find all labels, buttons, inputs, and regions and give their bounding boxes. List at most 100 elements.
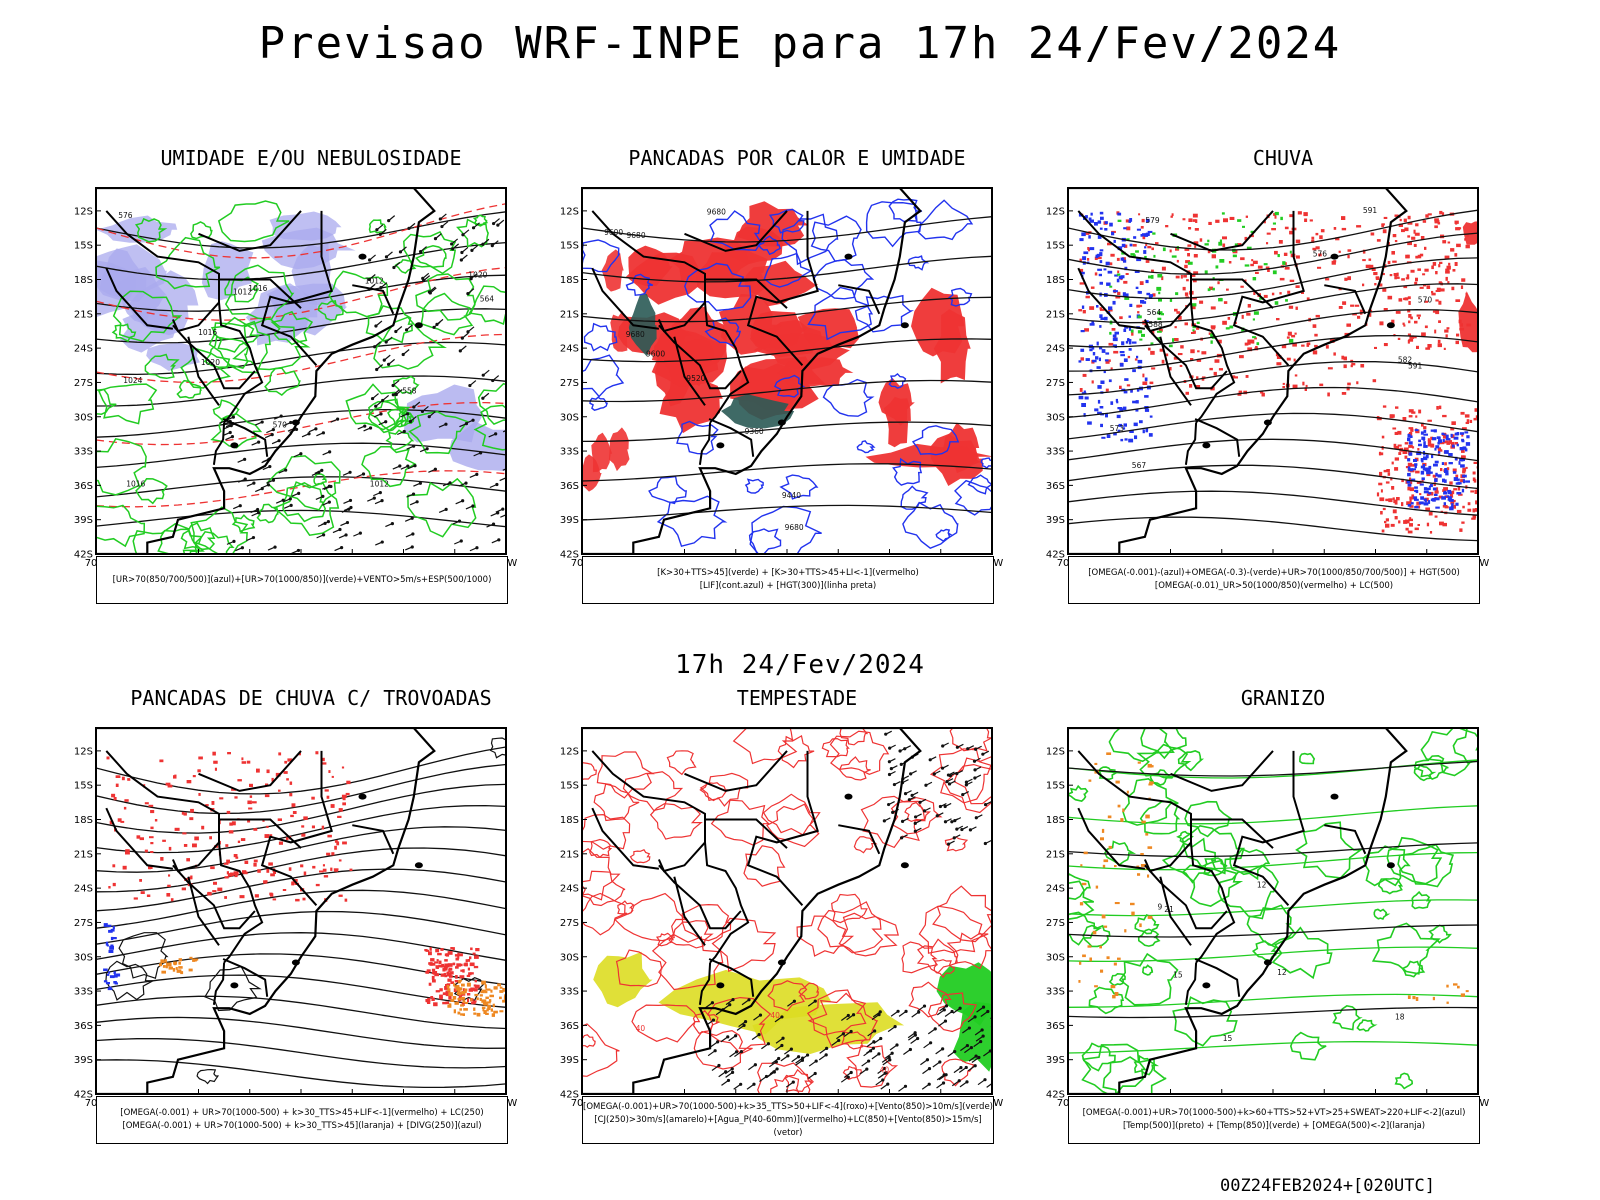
rain-pixel-blue <box>1099 314 1103 318</box>
humidity-contour <box>180 347 231 389</box>
rain-pixel <box>1111 328 1116 331</box>
rain-pixel-green <box>1234 243 1238 246</box>
storm-pixel <box>338 808 343 812</box>
temperature-850-contour <box>1394 1072 1414 1090</box>
rain-pixel <box>1194 228 1199 231</box>
rain-pixel <box>1444 255 1450 260</box>
rain-pixel <box>1252 339 1255 344</box>
rain-pixel-blue <box>1423 452 1426 456</box>
rain-pixel <box>1079 268 1084 273</box>
wind-vector <box>228 430 232 435</box>
storm-pixel <box>471 1001 476 1005</box>
storm-pixel <box>462 988 466 992</box>
rain-pixel <box>1472 515 1477 519</box>
divergence-pixel <box>105 941 109 946</box>
rain-pixel-green <box>1207 288 1211 292</box>
rain-pixel <box>1319 235 1323 240</box>
lifted-index-contour <box>812 258 875 300</box>
humidity-contour <box>134 217 168 243</box>
rain-pixel <box>1137 304 1143 308</box>
rain-pixel <box>1183 275 1187 278</box>
wind-vector <box>959 1065 963 1070</box>
rain-pixel-blue <box>1427 500 1431 504</box>
storm-pixel-orange <box>486 1008 489 1012</box>
wind-vector <box>433 467 437 471</box>
country-border <box>260 210 333 366</box>
rain-pixel-green <box>1282 261 1286 265</box>
rain-pixel <box>1471 517 1476 520</box>
storm-pixel <box>311 825 315 829</box>
rain-pixel <box>1271 228 1276 231</box>
rain-pixel-blue <box>1407 483 1412 487</box>
rain-pixel-blue <box>1422 438 1426 441</box>
geopotential-contour <box>582 255 992 283</box>
rain-pixel <box>1436 487 1439 491</box>
storm-pixel-orange <box>480 991 485 994</box>
rain-pixel <box>1407 235 1411 238</box>
humidity-contour <box>266 455 341 511</box>
rain-pixel <box>1213 371 1217 376</box>
rain-pixel-blue <box>1418 501 1424 505</box>
rain-pixel <box>1099 307 1102 310</box>
storm-pixel <box>315 883 320 887</box>
wind-vector <box>780 1043 784 1048</box>
storm-pixel <box>286 778 289 781</box>
rain-pixel <box>1266 232 1271 235</box>
rain-pixel <box>1085 232 1090 235</box>
country-border <box>1159 876 1192 946</box>
omega-pixel <box>1122 808 1125 813</box>
lake <box>414 322 423 329</box>
wind-vector <box>913 1031 917 1035</box>
storm-pixel <box>159 759 164 763</box>
legend-line: [CJ(250)>30m/s](amarelo)+[Agua_P(40-60mm… <box>594 1114 982 1138</box>
contour-label: 18 <box>1395 1012 1405 1021</box>
wind-vector <box>887 760 891 764</box>
precipitable-water-contour <box>707 996 772 1054</box>
rain-pixel <box>1380 511 1383 515</box>
rain-pixel <box>1380 489 1383 493</box>
storm-pixel <box>224 896 227 899</box>
map-pancadas-calor: 96809680968096009520944093609680960012S1… <box>560 187 1003 569</box>
humidity-contour <box>282 481 327 523</box>
rain-pixel-blue <box>1108 379 1112 383</box>
rain-pixel <box>1445 334 1448 338</box>
wind-vector <box>710 1001 715 1005</box>
lake <box>900 322 909 329</box>
rain-pixel-blue <box>1133 236 1137 239</box>
rain-pixel-green <box>1157 317 1162 320</box>
lat-label: 12S <box>1046 206 1065 217</box>
rain-pixel-blue <box>1136 257 1142 262</box>
rain-pixel <box>1197 350 1200 353</box>
wind-vector <box>777 1056 781 1061</box>
humidity-contour <box>367 400 407 434</box>
rain-pixel-green <box>1130 253 1135 256</box>
rain-pixel-blue <box>1149 415 1153 418</box>
storm-pixel-orange <box>470 998 473 1002</box>
country-border <box>1232 210 1305 366</box>
rain-pixel <box>1415 255 1419 259</box>
wind-vector <box>758 1013 763 1017</box>
wind-vector <box>899 836 904 840</box>
storm-pixel-orange <box>473 1012 477 1015</box>
rain-pixel <box>1191 306 1196 310</box>
storm-pixel <box>123 806 127 810</box>
storm-pixel <box>447 978 452 982</box>
map-layer <box>96 728 506 1094</box>
country-border <box>198 210 302 252</box>
rain-pixel <box>1425 214 1429 218</box>
storm-pixel <box>150 810 155 814</box>
lifted-index-contour <box>892 457 923 486</box>
humidity-contour <box>473 404 506 451</box>
wind-vector <box>981 752 985 756</box>
country-border <box>673 336 706 406</box>
storm-pixel <box>457 963 462 966</box>
storm-pixel <box>229 822 233 826</box>
geopotential-contour <box>582 296 992 323</box>
precipitable-water-contour <box>693 1029 753 1070</box>
storm-pixel <box>448 968 451 973</box>
geopotential-contour <box>582 379 992 403</box>
rain-pixel <box>1192 213 1198 218</box>
wind-vector <box>260 420 264 424</box>
rain-pixel-blue <box>1430 484 1433 488</box>
